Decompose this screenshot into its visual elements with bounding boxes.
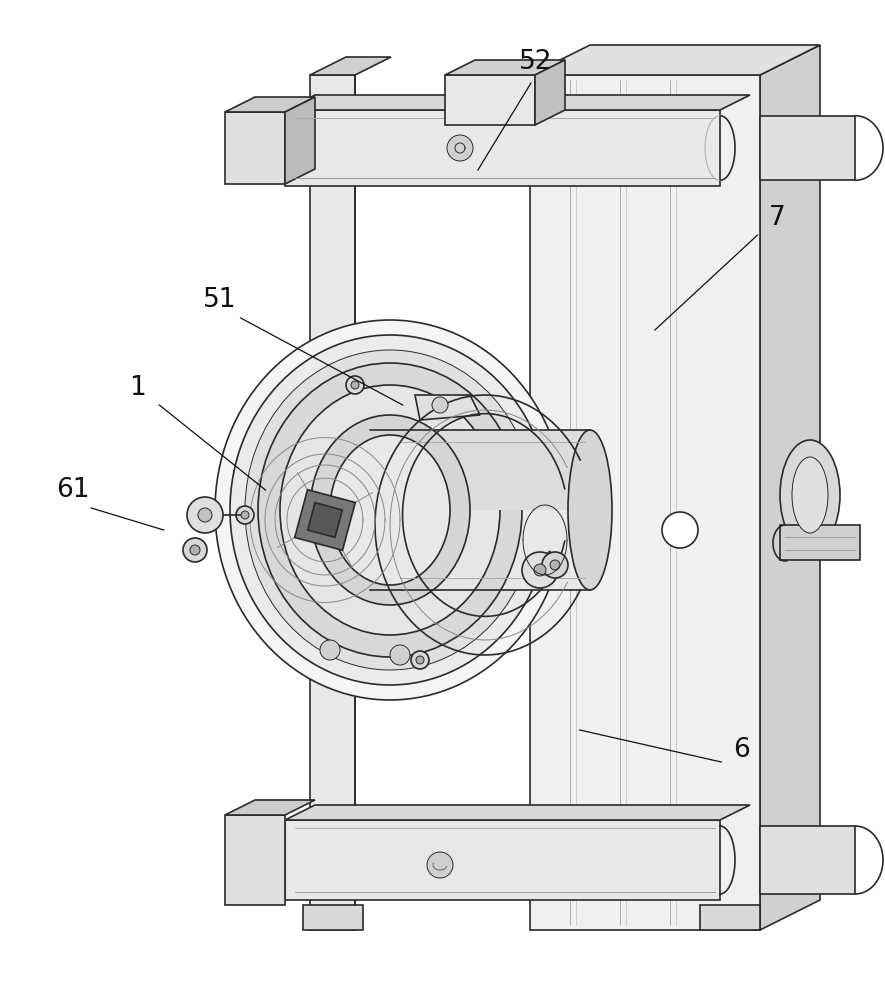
Circle shape [550, 560, 560, 570]
Ellipse shape [230, 335, 550, 685]
Polygon shape [760, 45, 820, 930]
Polygon shape [285, 95, 750, 110]
Circle shape [241, 511, 249, 519]
Circle shape [190, 545, 200, 555]
Circle shape [534, 564, 546, 576]
Polygon shape [545, 551, 550, 584]
Circle shape [522, 552, 558, 588]
Polygon shape [225, 815, 285, 905]
Circle shape [236, 506, 254, 524]
Ellipse shape [280, 385, 500, 635]
Circle shape [542, 552, 568, 578]
Polygon shape [310, 75, 355, 930]
Text: 6: 6 [734, 737, 750, 763]
Ellipse shape [258, 363, 522, 657]
Polygon shape [225, 112, 285, 184]
Circle shape [198, 508, 212, 522]
Text: 51: 51 [203, 287, 236, 313]
Polygon shape [225, 800, 315, 815]
Ellipse shape [215, 320, 565, 700]
Polygon shape [285, 97, 315, 184]
Text: 7: 7 [769, 205, 785, 231]
Circle shape [183, 538, 207, 562]
Circle shape [416, 656, 424, 664]
Ellipse shape [780, 440, 840, 550]
Circle shape [187, 497, 223, 533]
Circle shape [320, 640, 340, 660]
Polygon shape [285, 110, 720, 186]
Circle shape [411, 651, 429, 669]
Circle shape [390, 645, 410, 665]
Ellipse shape [568, 430, 612, 590]
Polygon shape [415, 395, 480, 420]
Text: 61: 61 [56, 477, 89, 503]
Polygon shape [780, 525, 860, 560]
Ellipse shape [792, 457, 828, 533]
Polygon shape [225, 97, 315, 112]
Circle shape [447, 135, 473, 161]
Polygon shape [310, 57, 391, 75]
Text: 52: 52 [519, 49, 552, 75]
Ellipse shape [310, 415, 470, 605]
Polygon shape [295, 490, 355, 550]
Polygon shape [285, 820, 720, 900]
Polygon shape [370, 430, 590, 510]
Polygon shape [445, 60, 565, 75]
Polygon shape [285, 805, 750, 820]
Circle shape [662, 512, 698, 548]
Polygon shape [535, 60, 565, 125]
Polygon shape [760, 116, 855, 180]
Polygon shape [530, 45, 820, 75]
Polygon shape [700, 905, 760, 930]
Circle shape [351, 381, 359, 389]
Polygon shape [308, 503, 342, 537]
Circle shape [346, 376, 364, 394]
Ellipse shape [245, 350, 535, 670]
Polygon shape [370, 430, 590, 590]
Polygon shape [760, 826, 855, 894]
Polygon shape [445, 75, 535, 125]
Text: 1: 1 [129, 375, 145, 401]
Polygon shape [303, 905, 363, 930]
Circle shape [432, 397, 448, 413]
Polygon shape [530, 75, 760, 930]
Circle shape [427, 852, 453, 878]
Ellipse shape [330, 435, 450, 585]
